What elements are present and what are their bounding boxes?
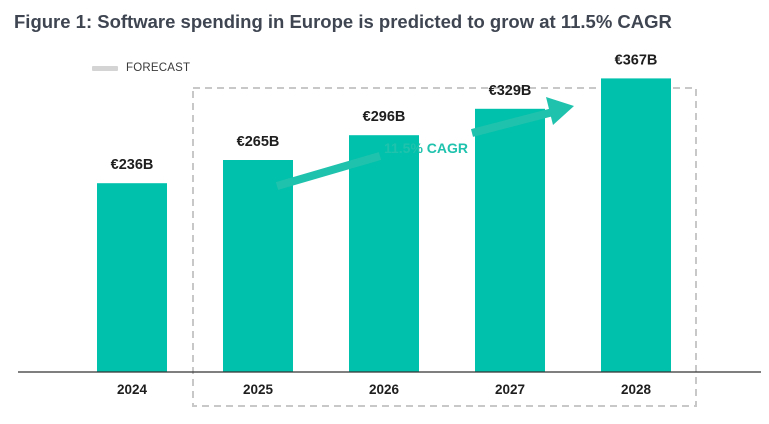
x-tick-label-2028: 2028: [621, 382, 652, 397]
x-tick-label-2024: 2024: [117, 382, 148, 397]
x-tick-label-2025: 2025: [243, 382, 274, 397]
x-tick-labels-group: 2024 2025 2026 2027 2028: [117, 382, 652, 397]
forecast-region: [192, 87, 697, 407]
value-label-2025: €265B: [237, 134, 280, 150]
cagr-arrow-shaft: [470, 108, 555, 137]
bar-2026: [349, 135, 419, 372]
value-label-2028: €367B: [615, 52, 658, 68]
bar-2027: [475, 108, 545, 373]
bars-group: [97, 78, 671, 373]
value-label-2026: €296B: [363, 109, 406, 125]
x-tick-label-2027: 2027: [495, 382, 525, 397]
value-labels-group: €236B €265B €296B €329B €367B: [111, 52, 658, 173]
bar-2024: [97, 183, 167, 372]
legend: FORECAST: [92, 62, 190, 74]
cagr-arrow-head: [546, 97, 574, 125]
bar-2028: [601, 78, 671, 373]
legend-forecast-label: FORECAST: [126, 62, 191, 74]
value-label-2027: €329B: [489, 83, 532, 99]
cagr-label: 11.5% CAGR: [384, 140, 468, 156]
cagr-arrow-tail: [275, 152, 382, 190]
x-tick-label-2026: 2026: [369, 382, 400, 397]
value-label-2024: €236B: [111, 157, 154, 173]
cagr-annotation: 11.5% CAGR: [275, 97, 574, 190]
chart-title: Figure 1: Software spending in Europe is…: [14, 11, 672, 32]
bar-2025: [223, 160, 293, 372]
legend-forecast-swatch: [92, 65, 118, 71]
